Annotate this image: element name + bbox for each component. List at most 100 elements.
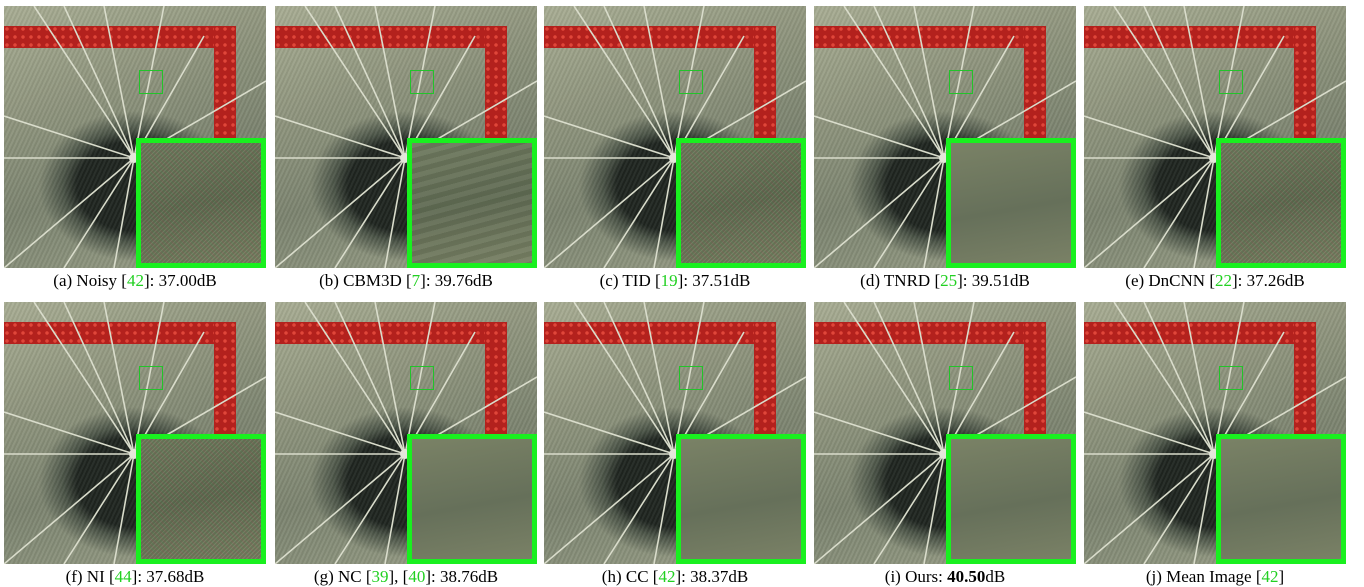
- spoke-line: [404, 302, 436, 455]
- panel-image: [4, 302, 266, 564]
- panel-caption: (f) NI [44]: 37.68dB: [0, 567, 272, 587]
- spoke-line: [673, 35, 745, 159]
- spoke-line: [1213, 35, 1285, 159]
- spoke-line: [913, 302, 945, 455]
- spoke-line: [1113, 6, 1215, 159]
- red-border-horizontal: [1084, 322, 1316, 344]
- spoke-line: [603, 453, 675, 564]
- spoke-line: [334, 6, 406, 159]
- spoke-line: [544, 453, 675, 564]
- caption-label: (b) CBM3D [: [319, 271, 412, 290]
- citation-link: 19: [660, 271, 678, 290]
- spoke-line: [873, 302, 945, 455]
- spoke-line: [673, 302, 705, 455]
- caption-psnr: ]: [1278, 567, 1285, 586]
- spoke-line: [1113, 302, 1215, 455]
- spoke-line: [943, 6, 975, 159]
- spoke-line: [1143, 6, 1215, 159]
- spoke-line: [63, 6, 135, 159]
- panel-image: [814, 302, 1076, 564]
- spoke-line: [573, 6, 675, 159]
- red-border-vertical: [1294, 322, 1316, 436]
- zoom-region-marker: [949, 70, 973, 94]
- spoke-line: [544, 115, 675, 159]
- spoke-line: [1143, 157, 1215, 268]
- spoke-line: [873, 453, 945, 564]
- caption-label: (h) CC [: [601, 567, 659, 586]
- caption-psnr: ]: 39.51dB: [957, 271, 1030, 290]
- zoom-region-marker: [410, 70, 434, 94]
- panel-image: [1084, 302, 1346, 564]
- spoke-line: [103, 302, 135, 455]
- spoke-line: [673, 331, 745, 455]
- citation-link: 42: [658, 567, 676, 586]
- panel-caption: (e) DnCNN [22]: 37.26dB: [1078, 271, 1352, 291]
- spoke-line: [133, 331, 205, 455]
- red-border-horizontal: [814, 322, 1046, 344]
- zoom-inset: [407, 434, 537, 564]
- red-border-vertical: [485, 26, 507, 140]
- red-border-horizontal: [4, 322, 236, 344]
- caption-psnr: ]: 38.76dB: [425, 567, 499, 586]
- zoom-inset: [136, 434, 266, 564]
- panel-image: [1084, 6, 1346, 268]
- caption-label: (e) DnCNN [: [1125, 271, 1215, 290]
- spoke-line: [4, 453, 135, 564]
- spoke-line: [814, 411, 945, 455]
- spoke-line: [603, 302, 675, 455]
- panel-caption: (d) TNRD [25]: 39.51dB: [808, 271, 1082, 291]
- caption-label: (j) Mean Image [: [1145, 567, 1262, 586]
- caption-psnr: dB: [985, 567, 1006, 586]
- citation-link: 25: [940, 271, 958, 290]
- spoke-line: [1213, 331, 1285, 455]
- spoke-line: [304, 6, 406, 159]
- zoom-region-marker: [949, 366, 973, 390]
- spoke-line: [374, 302, 406, 455]
- zoom-region-marker: [139, 70, 163, 94]
- caption-label: (a) Noisy [: [53, 271, 127, 290]
- caption-psnr: ]: 37.00dB: [143, 271, 217, 290]
- spoke-line: [943, 302, 975, 455]
- zoom-region-marker: [679, 366, 703, 390]
- spoke-line: [334, 157, 406, 268]
- citation-link: 39: [371, 567, 389, 586]
- spoke-line: [643, 302, 675, 455]
- spoke-line: [573, 302, 675, 455]
- spoke-line: [4, 115, 135, 159]
- red-border-vertical: [214, 26, 236, 140]
- spoke-line: [814, 115, 945, 159]
- zoom-region-marker: [1219, 70, 1243, 94]
- caption-psnr: ]: 37.26dB: [1231, 271, 1305, 290]
- citation-link: 22: [1214, 271, 1232, 290]
- spoke-line: [1084, 453, 1215, 564]
- red-border-horizontal: [4, 26, 236, 48]
- citation-link: 44: [114, 567, 132, 586]
- spoke-line: [334, 302, 406, 455]
- spoke-line: [404, 331, 476, 455]
- spoke-line: [544, 411, 675, 455]
- panel-caption: (b) CBM3D [7]: 39.76dB: [269, 271, 543, 291]
- red-border-vertical: [1024, 322, 1046, 436]
- spoke-line: [673, 6, 705, 159]
- spoke-lines: [4, 6, 266, 268]
- red-border-vertical: [214, 322, 236, 436]
- panel-image: [544, 302, 806, 564]
- red-border-horizontal: [1084, 26, 1316, 48]
- panel-image: [275, 302, 537, 564]
- red-border-vertical: [485, 322, 507, 436]
- red-border-vertical: [754, 26, 776, 140]
- zoom-inset: [946, 138, 1076, 268]
- panel-image: [4, 6, 266, 268]
- spoke-line: [275, 411, 406, 455]
- caption-label: (f) NI [: [65, 567, 115, 586]
- citation-link: 42: [1261, 567, 1279, 586]
- caption-psnr-best: 40.50: [947, 567, 986, 586]
- spoke-line: [275, 115, 406, 159]
- spoke-line: [113, 157, 135, 268]
- citation-link: 7: [411, 271, 421, 290]
- zoom-region-marker: [139, 366, 163, 390]
- spoke-line: [33, 6, 135, 159]
- caption-label: (d) TNRD [: [860, 271, 941, 290]
- spoke-line: [1183, 6, 1215, 159]
- panel-caption: (g) NC [39], [40]: 38.76dB: [269, 567, 543, 587]
